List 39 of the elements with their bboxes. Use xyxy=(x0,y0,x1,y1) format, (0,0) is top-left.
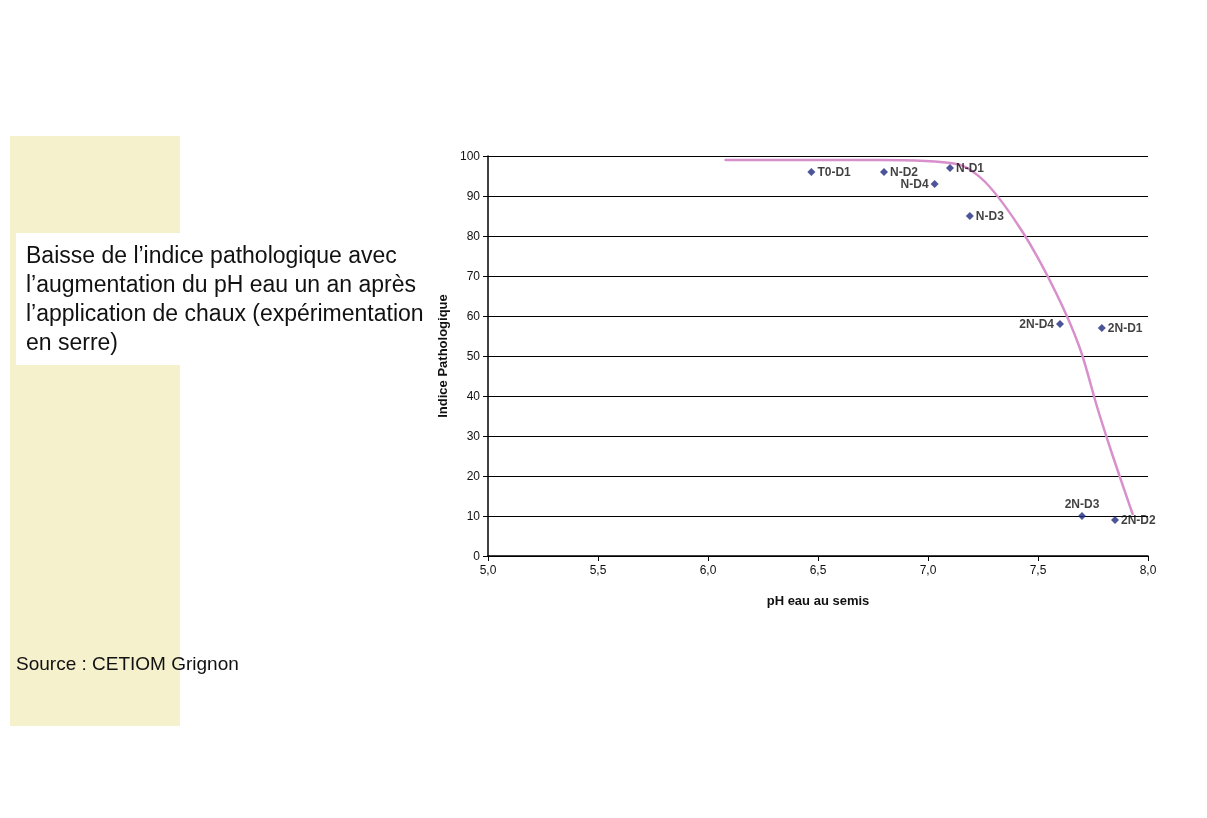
y-axis-title: Indice Pathologique xyxy=(435,294,451,418)
point xyxy=(946,164,954,172)
x-tick-label: 7,5 xyxy=(1029,563,1047,577)
annotation: N-D4 xyxy=(900,177,929,191)
y-tick-label: 80 xyxy=(466,229,481,243)
point xyxy=(1078,512,1086,520)
x-tick-label: 5,0 xyxy=(479,563,497,577)
y-tick-label: 90 xyxy=(466,189,481,203)
point xyxy=(930,180,939,188)
text: Baisse de l’indice pathologique avec l’augmentation du pH eau un an après l’application de chaux (expérimentation en serre) xyxy=(26,242,424,355)
annotation: T0-D1 xyxy=(817,165,852,179)
source-note: Source : CETIOM Grignon xyxy=(16,653,239,675)
y-tick-label: 10 xyxy=(466,509,481,523)
x-axis-title: pH eau au semis xyxy=(766,593,870,608)
x-tick-label: 6,5 xyxy=(809,563,827,577)
point xyxy=(965,212,974,220)
point xyxy=(807,168,816,176)
x-tick-label: 8,0 xyxy=(1139,563,1157,577)
annotation: N-D2 xyxy=(890,165,919,179)
y-tick-label: 50 xyxy=(466,349,481,363)
annotation: 2N-D1 xyxy=(1107,321,1143,335)
y-tick-label: 70 xyxy=(466,269,481,283)
point xyxy=(1111,516,1119,524)
y-tick-label: 0 xyxy=(473,549,481,563)
y-tick-label: 30 xyxy=(466,429,481,443)
point xyxy=(880,168,888,176)
x-tick-label: 5,5 xyxy=(589,563,607,577)
annotation: 2N-D2 xyxy=(1121,513,1156,527)
annotation: 2N-D4 xyxy=(1019,317,1055,331)
y-tick-label: 40 xyxy=(466,389,481,403)
y-tick-label: 20 xyxy=(466,469,481,483)
x-tick-label: 6,0 xyxy=(699,563,717,577)
annotation: 2N-D3 xyxy=(1064,497,1100,511)
point xyxy=(1056,320,1064,328)
y-tick-label: 60 xyxy=(466,309,481,323)
annotation: N-D3 xyxy=(975,209,1005,223)
x-tick-label: 7,0 xyxy=(919,563,937,577)
point xyxy=(1097,324,1106,332)
y-tick-label: 100 xyxy=(459,149,481,163)
